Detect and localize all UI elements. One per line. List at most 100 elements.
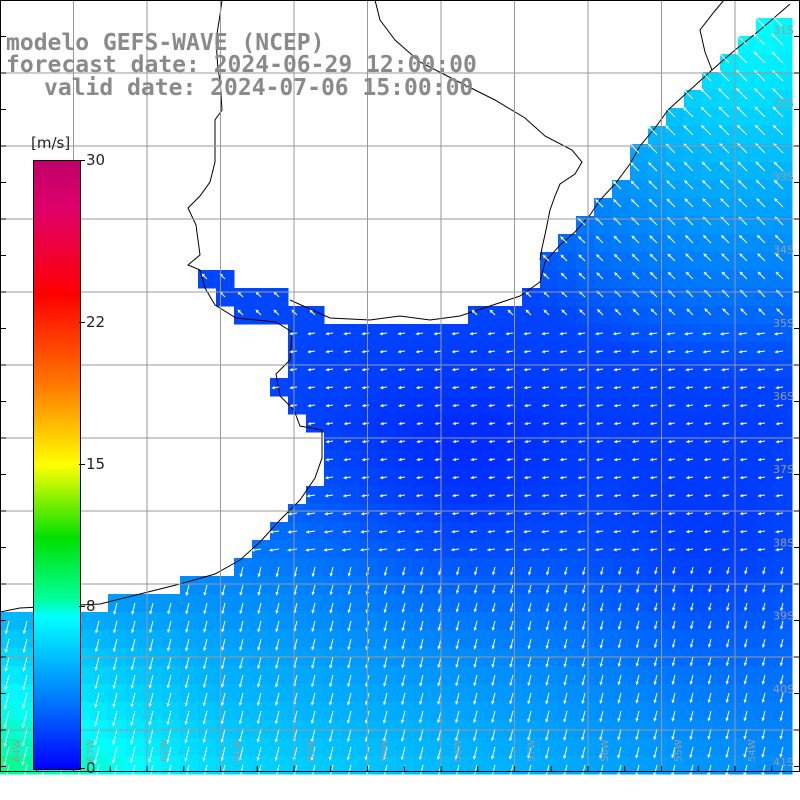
wind-cell bbox=[342, 432, 361, 451]
wind-arrow-head bbox=[148, 703, 152, 707]
wind-cell bbox=[756, 432, 775, 451]
wind-arrow-head bbox=[708, 607, 712, 611]
wind-arrow-head bbox=[382, 701, 387, 705]
wind-arrow-head bbox=[653, 773, 657, 777]
wind-cell bbox=[288, 540, 307, 559]
wind-arrow-head bbox=[544, 755, 549, 759]
wind-arrow-head bbox=[527, 608, 532, 612]
wind-arrow-head bbox=[185, 629, 189, 633]
wind-arrow-head bbox=[130, 648, 135, 652]
wind-arrow-head bbox=[416, 439, 420, 444]
wind-arrow-head bbox=[526, 773, 531, 778]
wind-arrow-head bbox=[704, 439, 708, 444]
wind-arrow-head bbox=[508, 755, 513, 760]
wind-cell bbox=[360, 468, 379, 487]
wind-arrow-head bbox=[735, 51, 740, 56]
wind-cell bbox=[576, 396, 595, 415]
wind-arrow-head bbox=[559, 331, 563, 336]
wind-cell bbox=[486, 414, 505, 433]
wind-arrow-head bbox=[704, 529, 708, 534]
wind-arrow-head bbox=[560, 439, 564, 444]
wind-cell bbox=[612, 468, 631, 487]
wind-arrow-head bbox=[452, 457, 457, 462]
wind-arrow-head bbox=[707, 754, 711, 758]
wind-arrow-head bbox=[505, 331, 510, 336]
wind-arrow-head bbox=[488, 457, 492, 462]
argentina-coast bbox=[0, 0, 323, 613]
wind-arrow-head bbox=[686, 511, 690, 516]
wind-arrow-head bbox=[184, 776, 188, 781]
wind-cell bbox=[396, 378, 415, 397]
wind-arrow-head bbox=[274, 665, 279, 669]
wind-arrow-head bbox=[323, 548, 328, 552]
wind-arrow-head bbox=[562, 755, 567, 759]
wind-arrow-head bbox=[324, 512, 328, 516]
wind-arrow-head bbox=[524, 439, 528, 444]
wind-arrow-head bbox=[739, 253, 743, 257]
wind-arrow-head bbox=[653, 754, 657, 759]
wind-arrow-head bbox=[488, 385, 492, 390]
wind-arrow-head bbox=[614, 421, 618, 426]
wind-arrow-head bbox=[613, 529, 617, 534]
wind-arrow-head bbox=[166, 758, 170, 762]
wind-cell bbox=[342, 414, 361, 433]
wind-arrow-head bbox=[130, 685, 135, 689]
wind-arrow-head bbox=[473, 627, 478, 631]
wind-arrow-head bbox=[613, 181, 617, 185]
wind-arrow-head bbox=[434, 493, 438, 498]
wind-cell bbox=[702, 450, 721, 469]
wind-arrow-head bbox=[307, 367, 311, 372]
wind-arrow-head bbox=[736, 88, 740, 92]
wind-arrow-head bbox=[668, 475, 672, 480]
wind-arrow-head bbox=[131, 611, 135, 615]
wind-arrow-head bbox=[311, 628, 315, 632]
wind-arrow-head bbox=[545, 718, 549, 723]
wind-cell bbox=[342, 360, 361, 379]
wind-arrow-head bbox=[703, 367, 707, 372]
wind-arrow-head bbox=[344, 439, 348, 444]
longitude-label: 57W bbox=[527, 739, 538, 762]
wind-arrow-head bbox=[740, 493, 744, 498]
wind-arrow-head bbox=[343, 385, 348, 390]
wind-arrow-head bbox=[379, 493, 383, 498]
wind-arrow-head bbox=[689, 699, 693, 703]
wind-arrow-head bbox=[437, 627, 441, 631]
wind-arrow-head bbox=[524, 475, 528, 480]
wind-arrow-head bbox=[578, 439, 582, 444]
wind-arrow-head bbox=[397, 493, 402, 498]
wind-arrow-head bbox=[740, 475, 744, 480]
wind-cell bbox=[576, 486, 595, 505]
wind-arrow-head bbox=[3, 705, 8, 710]
wind-arrow-head bbox=[3, 780, 7, 785]
wind-arrow-head bbox=[685, 403, 690, 408]
wind-arrow-head bbox=[559, 493, 564, 498]
wind-cell bbox=[558, 504, 577, 523]
wind-cell bbox=[594, 504, 613, 523]
wind-cell bbox=[612, 540, 631, 559]
wind-arrow-head bbox=[454, 719, 459, 723]
latitude-label: 39S bbox=[773, 610, 794, 623]
wind-cell bbox=[288, 324, 307, 343]
wind-arrow-head bbox=[130, 629, 135, 633]
colorbar-tick-label: 8 bbox=[86, 596, 96, 615]
longitude-label: 62W bbox=[159, 739, 170, 762]
wind-arrow-head bbox=[221, 592, 225, 596]
wind-arrow-head bbox=[757, 475, 762, 480]
wind-arrow-head bbox=[489, 309, 494, 314]
wind-arrow-head bbox=[563, 590, 568, 594]
wind-cell bbox=[756, 522, 775, 541]
wind-arrow-head bbox=[648, 180, 653, 185]
wind-arrow-head bbox=[577, 385, 582, 390]
wind-cell bbox=[324, 342, 343, 361]
wind-arrow-head bbox=[379, 349, 384, 354]
wind-arrow-head bbox=[779, 754, 783, 758]
wind-cell bbox=[450, 360, 469, 379]
wind-cell bbox=[306, 540, 325, 559]
wind-arrow-head bbox=[21, 742, 26, 747]
wind-arrow-head bbox=[599, 700, 603, 704]
wind-arrow-head bbox=[274, 757, 279, 761]
wind-arrow-head bbox=[599, 608, 604, 612]
wind-arrow-head bbox=[595, 511, 599, 516]
wind-arrow-head bbox=[563, 626, 568, 631]
wind-arrow-head bbox=[39, 780, 43, 784]
